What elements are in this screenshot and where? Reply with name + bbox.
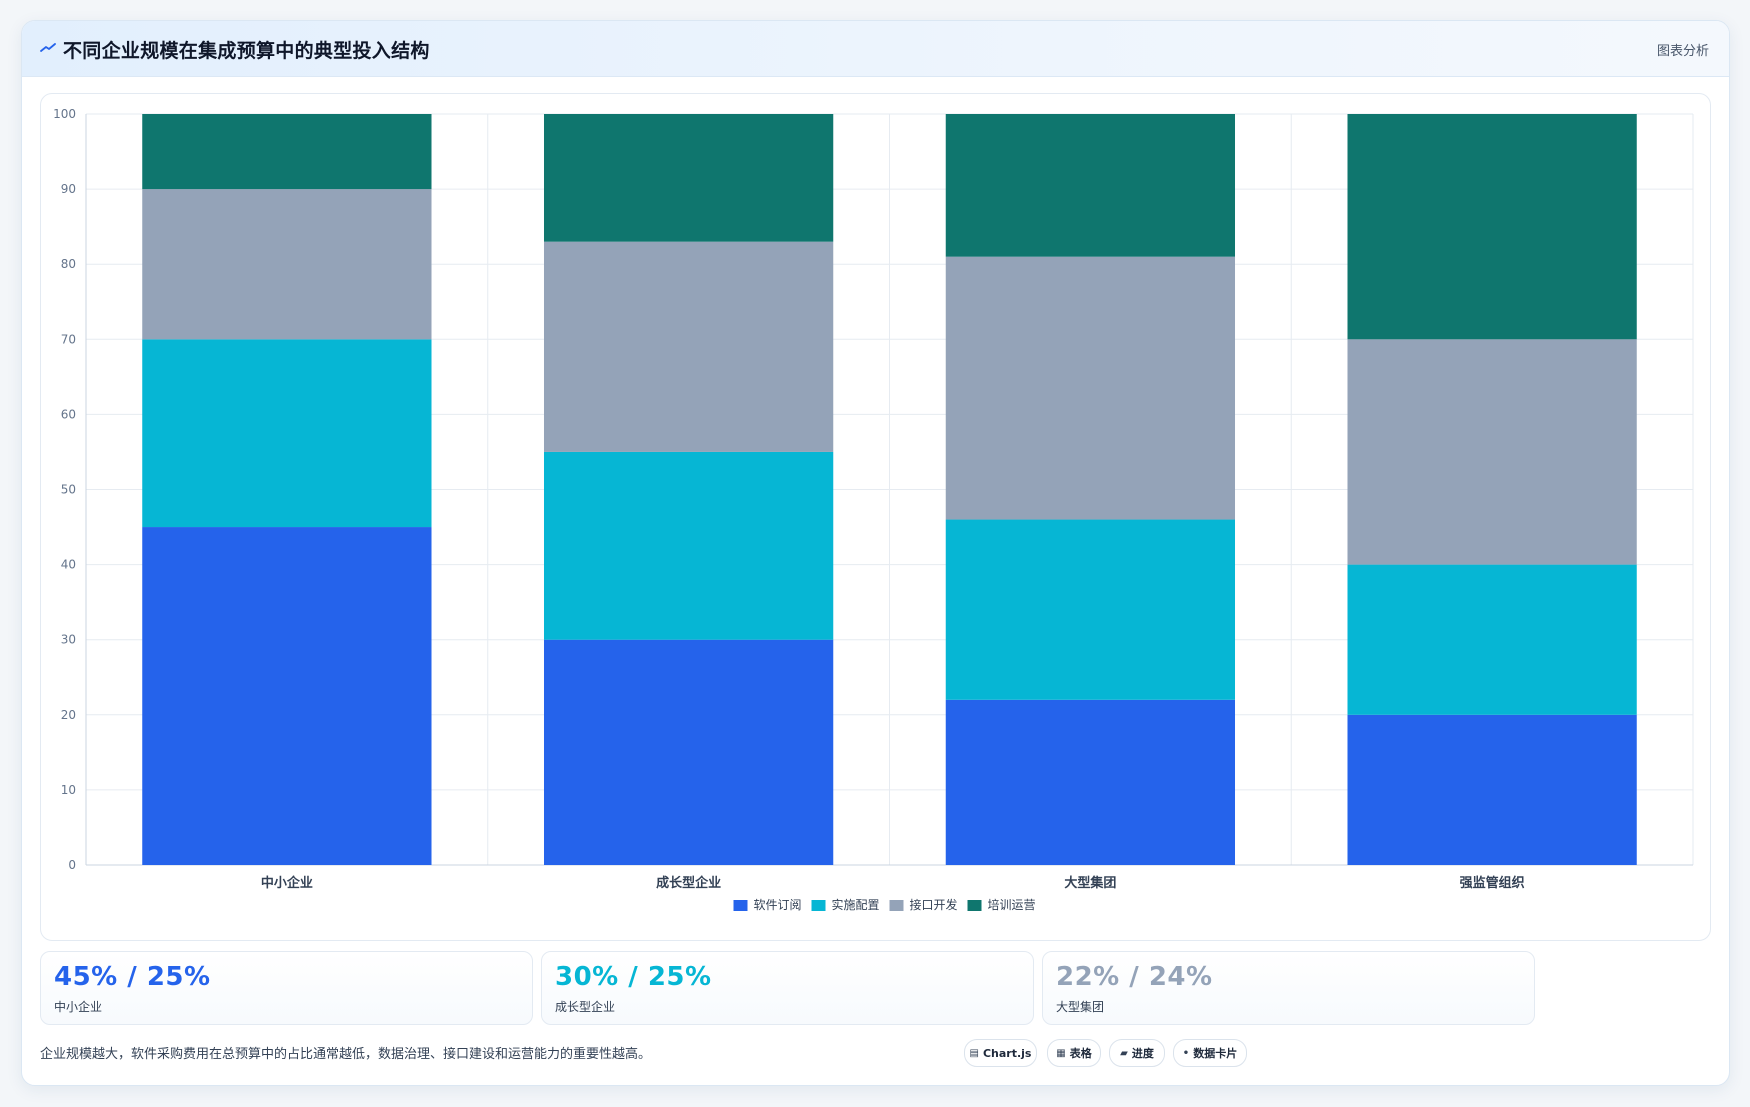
table-icon: ▦ [1056, 1047, 1066, 1059]
card-icon: • [1182, 1047, 1190, 1059]
y-tick-label: 0 [68, 858, 76, 872]
progress-icon: ▰ [1120, 1047, 1128, 1059]
bar-segment [945, 114, 1236, 257]
y-tick-label: 90 [61, 182, 76, 196]
footer-note: 企业规模越大，软件采购费用在总预算中的占比通常越低，数据治理、接口建设和运营能力… [40, 1047, 652, 1062]
legend-swatch [889, 900, 904, 911]
y-tick-label: 40 [61, 558, 76, 572]
y-tick-label: 70 [61, 332, 76, 346]
stat-card-small-enterprise: 45% / 25% 中小企业 [40, 951, 533, 1025]
y-tick-label: 20 [61, 708, 76, 722]
y-tick-label: 80 [61, 257, 76, 271]
pill-label: Chart.js [982, 1046, 1032, 1060]
legend-swatch [967, 900, 982, 911]
legend-label: 软件订阅 [754, 898, 802, 912]
chart-icon: ▤ [969, 1047, 979, 1059]
bar-segment [543, 451, 834, 640]
bar-segment [142, 189, 432, 340]
pill-label: 进度 [1131, 1047, 1154, 1060]
x-tick-label: 成长型企业 [656, 875, 721, 891]
bar-segment [945, 519, 1236, 700]
pill-label: 数据卡片 [1193, 1047, 1238, 1060]
y-tick-label: 10 [61, 783, 76, 797]
stat-label: 大型集团 [1056, 1000, 1105, 1014]
legend-swatch [733, 900, 748, 911]
stat-value: 22% / 24% [1056, 962, 1213, 992]
bar-segment [543, 241, 834, 452]
stat-label: 成长型企业 [555, 1000, 616, 1014]
chart-container: 0 10 20 30 40 50 60 70 80 90 100 中小企业 成长型企业 大型集团 强监管组织… [40, 93, 1711, 941]
stat-label: 中小企业 [54, 1000, 103, 1014]
chart-analysis-link[interactable]: 图表分析 [1656, 44, 1709, 59]
legend-label: 接口开发 [910, 897, 958, 912]
x-tick-label: 强监管组织 [1460, 875, 1525, 891]
bar-segment [142, 114, 432, 190]
bar-segment [142, 527, 432, 865]
bar-segment [142, 339, 432, 528]
page-title: 不同企业规模在集成预算中的典型投入结构 [63, 40, 430, 62]
legend-swatch [811, 900, 826, 911]
pill-label: 表格 [1069, 1047, 1092, 1060]
bar-segment [1347, 114, 1637, 340]
bar-segment [1347, 714, 1637, 865]
stacked-bar-chart: 0 10 20 30 40 50 60 70 80 90 100 中小企业 成长型企业 大型集团 强监管组织… [53, 107, 1694, 912]
stat-card-large-group: 22% / 24% 大型集团 [1042, 951, 1535, 1025]
legend-label: 实施配置 [832, 897, 880, 912]
bar-segment [945, 699, 1236, 865]
y-tick-label: 60 [61, 407, 76, 421]
stat-card-growth-enterprise: 30% / 25% 成长型企业 [541, 951, 1034, 1025]
bar-segment [945, 256, 1236, 520]
x-tick-label: 中小企业 [261, 875, 313, 891]
bar-segment [1347, 564, 1637, 715]
stat-value: 30% / 25% [555, 962, 712, 992]
y-tick-label: 100 [53, 107, 76, 121]
y-tick-label: 30 [61, 633, 76, 647]
chart-card: 不同企业规模在集成预算中的典型投入结构 图表分析 0 10 20 30 40 50 60 70… [21, 20, 1730, 1086]
chartjs-tag[interactable]: ▤ Chart.js [964, 1039, 1037, 1067]
bar-segment [543, 114, 834, 242]
y-tick-label: 50 [61, 483, 76, 497]
stat-value: 45% / 25% [54, 962, 211, 992]
bar-segment [543, 639, 834, 865]
x-tick-label: 大型集团 [1064, 875, 1116, 891]
card-header: 不同企业规模在集成预算中的典型投入结构 图表分析 [22, 21, 1729, 77]
trend-line-icon [40, 43, 56, 52]
legend-label: 培训运营 [988, 897, 1036, 912]
table-tag[interactable]: ▦ 表格 [1047, 1039, 1101, 1067]
bar-segment [1347, 339, 1637, 565]
progress-tag[interactable]: ▰ 进度 [1109, 1039, 1165, 1067]
data-card-tag[interactable]: • 数据卡片 [1173, 1039, 1247, 1067]
